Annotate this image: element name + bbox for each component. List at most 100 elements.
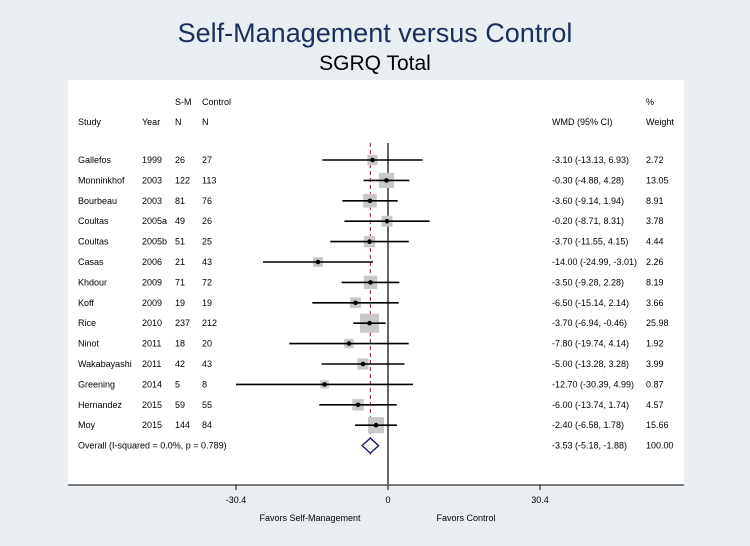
study-ci-text: -12.70 (-30.39, 4.99) (552, 379, 634, 389)
header-year: Year (142, 117, 160, 127)
study-point (373, 422, 379, 428)
x-tick-label: 30.4 (531, 495, 549, 505)
study-year: 2005a (142, 216, 167, 226)
study-year: 2010 (142, 318, 162, 328)
study-sm-n: 122 (175, 175, 190, 185)
study-name: Gallefos (78, 155, 112, 165)
study-ci-text: -2.40 (-6.58, 1.78) (552, 420, 624, 430)
header-control-top: Control (202, 97, 231, 107)
study-weight-text: 0.87 (646, 379, 664, 389)
study-weight-text: 13.05 (646, 175, 669, 185)
study-ci-text: -3.10 (-13.13, 6.93) (552, 155, 629, 165)
study-name: Coultas (78, 216, 109, 226)
header-weight: Weight (646, 117, 674, 127)
header-sm-n: N (175, 117, 182, 127)
study-control-n: 25 (202, 237, 212, 247)
study-control-n: 43 (202, 359, 212, 369)
study-ci-text: -0.30 (-4.88, 4.28) (552, 175, 624, 185)
study-row: Greening 2014 5 8 -12.70 (-30.39, 4.99) 0.87 (78, 379, 664, 389)
study-year: 2003 (142, 175, 162, 185)
study-sm-n: 71 (175, 277, 185, 287)
study-weight-text: 3.66 (646, 298, 664, 308)
study-ci-text: -3.70 (-11.55, 4.15) (552, 237, 628, 247)
study-ci-text: -3.70 (-6.94, -0.46) (552, 318, 627, 328)
study-ci-text: -5.00 (-13.28, 3.28) (552, 359, 629, 369)
study-row: Moy 2015 144 84 -2.40 (-6.58, 1.78) 15.66 (78, 417, 669, 434)
study-point (384, 218, 390, 224)
study-sm-n: 42 (175, 359, 185, 369)
x-tick-label: -30.4 (226, 495, 247, 505)
study-year: 2015 (142, 420, 162, 430)
study-year: 2015 (142, 400, 162, 410)
study-point (315, 259, 321, 265)
chart-title: Self-Management versus Control (177, 18, 573, 48)
study-row: Casas 2006 21 43 -14.00 (-24.99, -3.01) 2.26 (78, 257, 664, 267)
study-name: Koff (78, 298, 94, 308)
study-sm-n: 51 (175, 237, 185, 247)
study-sm-n: 81 (175, 196, 185, 206)
study-weight-text: 3.99 (646, 359, 664, 369)
study-point (355, 402, 361, 408)
study-row: Gallefos 1999 26 27 -3.10 (-13.13, 6.93) 2.72 (78, 154, 664, 166)
study-name: Coultas (78, 237, 109, 247)
study-sm-n: 49 (175, 216, 185, 226)
study-sm-n: 18 (175, 339, 185, 349)
study-point (368, 280, 373, 285)
study-sm-n: 144 (175, 420, 190, 430)
overall-label: Overall (I-squared = 0.0%, p = 0.789) (78, 441, 227, 451)
study-year: 2014 (142, 379, 162, 389)
study-control-n: 27 (202, 155, 212, 165)
x-label-left: Favors Self-Management (259, 513, 361, 523)
header-wmd: WMD (95% CI) (552, 117, 613, 127)
study-year: 2009 (142, 277, 162, 287)
study-sm-n: 59 (175, 400, 185, 410)
study-control-n: 55 (202, 400, 212, 410)
study-control-n: 20 (202, 339, 212, 349)
study-year: 2011 (142, 339, 161, 349)
study-point (384, 178, 389, 183)
study-weight-text: 2.72 (646, 155, 664, 165)
study-row: Coultas 2005b 51 25 -3.70 (-11.55, 4.15) 4.44 (78, 235, 664, 248)
study-weight-text: 4.44 (646, 237, 664, 247)
study-weight-text: 15.66 (646, 420, 669, 430)
header-sm-top: S-M (175, 97, 192, 107)
study-point (367, 239, 372, 244)
overall-weight-text: 100.00 (646, 441, 674, 451)
study-sm-n: 21 (175, 257, 185, 267)
study-name: Greening (78, 379, 115, 389)
study-name: Rice (78, 318, 96, 328)
study-row: Rice 2010 237 212 -3.70 (-6.94, -0.46) 25.98 (78, 313, 669, 333)
study-sm-n: 5 (175, 379, 180, 389)
study-row: Wakabayashi 2011 42 43 -5.00 (-13.28, 3.28) 3… (78, 358, 664, 370)
study-sm-n: 237 (175, 318, 190, 328)
study-control-n: 26 (202, 216, 212, 226)
study-year: 2003 (142, 196, 162, 206)
study-point (367, 198, 373, 204)
study-weight-text: 8.91 (646, 196, 664, 206)
overall-row: Overall (I-squared = 0.0%, p = 0.789) -3.… (78, 437, 674, 455)
study-year: 2006 (142, 257, 162, 267)
study-name: Moy (78, 420, 96, 430)
study-point (346, 341, 352, 346)
study-control-n: 8 (202, 379, 207, 389)
study-weight-text: 2.26 (646, 257, 664, 267)
study-point (367, 320, 372, 326)
study-year: 1999 (142, 155, 162, 165)
study-point (353, 300, 358, 306)
study-row: Bourbeau 2003 81 76 -3.60 (-9.14, 1.94) 8.91 (78, 193, 664, 208)
study-name: Bourbeau (78, 196, 117, 206)
study-control-n: 76 (202, 196, 212, 206)
overall-ci-text: -3.53 (-5.18, -1.88) (552, 441, 627, 451)
study-name: Ninot (78, 339, 100, 349)
study-point (322, 382, 327, 387)
study-point (360, 361, 366, 367)
study-ci-text: -0.20 (-8.71, 8.31) (552, 216, 624, 226)
study-control-n: 19 (202, 298, 212, 308)
study-weight-text: 1.92 (646, 339, 664, 349)
study-row: Coultas 2005a 49 26 -0.20 (-8.71, 8.31) 3.78 (78, 215, 664, 227)
study-name: Khdour (78, 277, 107, 287)
study-control-n: 43 (202, 257, 212, 267)
study-ci-text: -3.60 (-9.14, 1.94) (552, 196, 624, 206)
study-name: Wakabayashi (78, 359, 132, 369)
